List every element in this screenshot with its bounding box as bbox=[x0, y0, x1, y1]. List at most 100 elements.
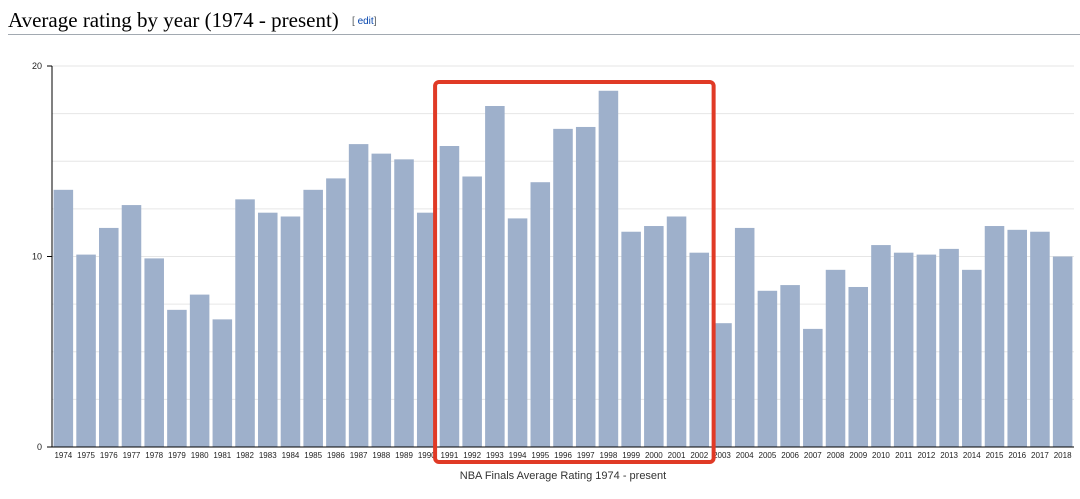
bar-2003 bbox=[712, 323, 732, 447]
bar-2012 bbox=[916, 254, 937, 447]
edit-section-link[interactable]: [ edit] bbox=[352, 16, 376, 27]
bar-2009 bbox=[848, 286, 869, 447]
section-title: Average rating by year (1974 - present) bbox=[8, 8, 339, 32]
y-tick-label: 20 bbox=[32, 61, 42, 71]
x-tick-label-1980: 1980 bbox=[191, 451, 209, 460]
x-tick-label-1986: 1986 bbox=[327, 451, 345, 460]
x-tick-label-2006: 2006 bbox=[781, 451, 799, 460]
bar-series bbox=[53, 90, 1073, 448]
bar-1978 bbox=[144, 258, 164, 447]
x-tick-label-1979: 1979 bbox=[168, 451, 186, 460]
bar-1982 bbox=[235, 199, 255, 447]
bar-1996 bbox=[553, 128, 573, 448]
x-tick-label-2018: 2018 bbox=[1054, 451, 1072, 460]
bar-1987 bbox=[348, 144, 369, 448]
x-tick-label-1999: 1999 bbox=[622, 451, 640, 460]
x-tick-label-1974: 1974 bbox=[54, 451, 72, 460]
x-tick-label-2000: 2000 bbox=[645, 451, 663, 460]
edit-open-bracket: [ bbox=[352, 16, 355, 27]
x-tick-label-1975: 1975 bbox=[77, 451, 95, 460]
bar-1986 bbox=[326, 178, 346, 447]
x-tick-label-1995: 1995 bbox=[531, 451, 549, 460]
x-tick-label-1981: 1981 bbox=[213, 451, 231, 460]
bar-1974 bbox=[53, 189, 74, 447]
x-tick-label-1977: 1977 bbox=[123, 451, 141, 460]
x-tick-label-1985: 1985 bbox=[304, 451, 322, 460]
x-tick-label-2010: 2010 bbox=[872, 451, 890, 460]
x-tick-label-1997: 1997 bbox=[577, 451, 595, 460]
bar-1999 bbox=[621, 231, 641, 447]
bar-2018 bbox=[1052, 256, 1073, 447]
bar-2006 bbox=[780, 285, 800, 447]
bar-1993 bbox=[485, 106, 505, 447]
bar-1975 bbox=[76, 254, 96, 447]
x-tick-label-1992: 1992 bbox=[463, 451, 481, 460]
bar-1976 bbox=[99, 227, 119, 447]
bar-1990 bbox=[416, 212, 437, 447]
bar-1979 bbox=[167, 309, 187, 447]
bar-2011 bbox=[893, 252, 914, 447]
bar-2001 bbox=[666, 216, 687, 447]
bar-1995 bbox=[530, 182, 551, 447]
bar-2014 bbox=[962, 269, 982, 447]
x-tick-label-1994: 1994 bbox=[509, 451, 527, 460]
x-tick-label-2001: 2001 bbox=[668, 451, 686, 460]
x-axis-label: NBA Finals Average Rating 1974 - present bbox=[460, 470, 666, 482]
x-tick-label-2013: 2013 bbox=[940, 451, 958, 460]
x-tick-label-1976: 1976 bbox=[100, 451, 118, 460]
x-tick-label-2016: 2016 bbox=[1008, 451, 1026, 460]
bar-2005 bbox=[757, 290, 778, 447]
y-tick-label: 0 bbox=[37, 442, 42, 452]
bar-1992 bbox=[462, 176, 482, 448]
bar-2013 bbox=[939, 248, 959, 447]
x-tick-label-1996: 1996 bbox=[554, 451, 572, 460]
x-tick-label-2005: 2005 bbox=[759, 451, 777, 460]
bar-1998 bbox=[598, 90, 619, 447]
edit-close-bracket: ] bbox=[373, 16, 377, 27]
x-tick-label-1989: 1989 bbox=[395, 451, 413, 460]
highlight-box bbox=[433, 80, 716, 464]
bar-2004 bbox=[734, 227, 755, 447]
bar-2015 bbox=[984, 226, 1005, 447]
x-tick-label-1988: 1988 bbox=[372, 451, 390, 460]
x-tick-label-2004: 2004 bbox=[736, 451, 754, 460]
bar-1980 bbox=[189, 294, 210, 447]
x-tick-label-2014: 2014 bbox=[963, 451, 981, 460]
bar-2007 bbox=[803, 328, 823, 447]
bar-1989 bbox=[394, 159, 414, 447]
x-tick-label-2003: 2003 bbox=[713, 451, 731, 460]
bar-1983 bbox=[257, 212, 278, 447]
bar-2016 bbox=[1007, 229, 1027, 447]
bar-1994 bbox=[507, 218, 528, 447]
bar-1981 bbox=[212, 319, 233, 447]
x-tick-label-2007: 2007 bbox=[804, 451, 822, 460]
bar-1997 bbox=[575, 126, 596, 448]
x-tick-label-2012: 2012 bbox=[917, 451, 935, 460]
axes bbox=[47, 65, 1074, 448]
bar-2002 bbox=[689, 252, 710, 447]
bar-1985 bbox=[303, 189, 323, 447]
bar-1984 bbox=[280, 216, 301, 447]
x-tick-label-1987: 1987 bbox=[350, 451, 368, 460]
x-tick-label-2002: 2002 bbox=[690, 451, 708, 460]
bar-2008 bbox=[825, 269, 846, 447]
bar-2010 bbox=[871, 245, 891, 447]
x-tick-label-1978: 1978 bbox=[145, 451, 163, 460]
section-heading: Average rating by year (1974 - present) … bbox=[8, 6, 1080, 35]
bar-1977 bbox=[121, 205, 142, 447]
edit-link-label[interactable]: edit bbox=[357, 16, 374, 27]
x-tick-label-1990: 1990 bbox=[418, 451, 436, 460]
y-tick-label: 10 bbox=[32, 252, 42, 262]
x-tick-label-1982: 1982 bbox=[236, 451, 254, 460]
x-tick-label-2009: 2009 bbox=[849, 451, 867, 460]
x-tick-label-2017: 2017 bbox=[1031, 451, 1049, 460]
bar-1991 bbox=[439, 146, 460, 447]
x-tick-label-1998: 1998 bbox=[600, 451, 618, 460]
x-tick-label-1993: 1993 bbox=[486, 451, 504, 460]
bar-1988 bbox=[371, 153, 392, 447]
x-tick-label-2008: 2008 bbox=[827, 451, 845, 460]
y-tick-labels: 0 10 20 bbox=[32, 61, 42, 452]
x-tick-label-1983: 1983 bbox=[259, 451, 277, 460]
x-tick-labels: 1974 1975 1976 1977 1978 1979 1980 1981 1982 1983… bbox=[54, 451, 1072, 460]
